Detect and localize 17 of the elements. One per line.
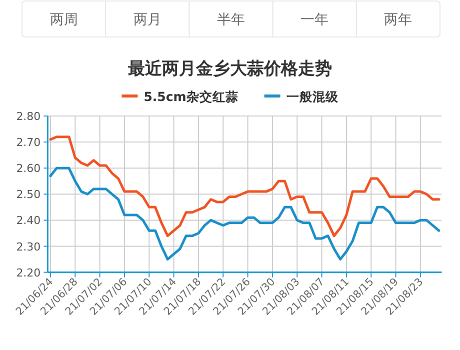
text: 两周 <box>50 12 78 28</box>
legend-label: 一般混级 <box>286 89 340 104</box>
text: 两月 <box>133 12 162 28</box>
y-tick-label: 2.80 <box>16 110 41 123</box>
y-tick-label: 2.40 <box>16 214 41 228</box>
y-tick-label: 2.50 <box>16 188 41 202</box>
line-series <box>49 136 440 238</box>
text: 两年 <box>384 12 412 28</box>
y-tick-label: 2.30 <box>16 240 41 254</box>
y-tick-label: 2.60 <box>16 162 41 176</box>
text: 一年 <box>300 12 329 28</box>
y-tick-label: 2.20 <box>16 266 41 280</box>
y-tick-label: 2.70 <box>16 136 41 150</box>
text: 半年 <box>217 12 245 28</box>
legend-label: 5.5cm杂交红蒜 <box>144 89 238 104</box>
line-series <box>49 166 440 261</box>
chart-title: 最近两月金乡大蒜价格走势 <box>127 59 332 79</box>
